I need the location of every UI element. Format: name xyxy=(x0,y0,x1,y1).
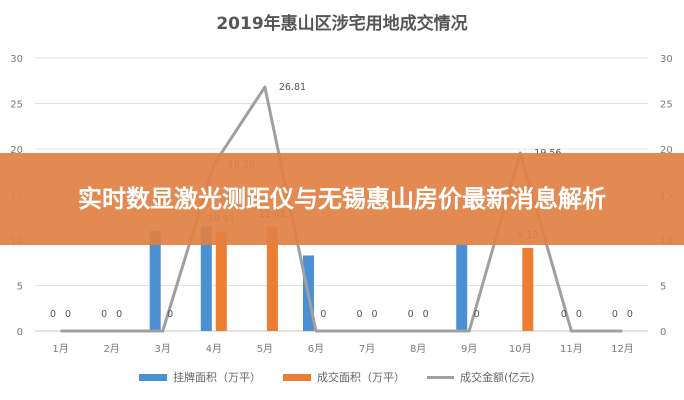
x-tick-label: 2月 xyxy=(103,343,119,355)
y-tick-label-left: 20 xyxy=(10,145,23,156)
data-label-listed: 0 xyxy=(561,309,567,320)
headline-banner: 实时数显激光测距仪与无锡惠山房价最新消息解析 xyxy=(0,153,684,245)
data-label-sold: 0 xyxy=(627,309,633,320)
bar-listed xyxy=(200,226,212,331)
chart-title: 2019年惠山区涉宅用地成交情况 xyxy=(216,13,467,34)
legend-label-amount: 成交金额(亿元) xyxy=(460,370,535,384)
data-label-sold: 0 xyxy=(576,309,582,320)
data-label-amount: 26.81 xyxy=(279,82,306,93)
y-tick-label-right: 20 xyxy=(660,145,673,156)
data-label-sold: 0 xyxy=(372,309,378,320)
y-tick-label-left: 30 xyxy=(10,54,23,65)
legend-label-sold: 成交面积（万平） xyxy=(317,370,405,384)
bar-sold xyxy=(266,227,278,331)
y-tick-label-left: 25 xyxy=(10,100,23,111)
y-tick-label-right: 25 xyxy=(660,100,673,111)
data-label-listed: 0 xyxy=(408,309,414,320)
legend-swatch-sold xyxy=(283,374,311,381)
data-label-listed: 0 xyxy=(50,309,56,320)
bar-listed xyxy=(149,230,161,331)
data-label-sold: 0 xyxy=(423,309,429,320)
y-tick-label-right: 5 xyxy=(660,282,666,293)
y-tick-label-right: 30 xyxy=(660,54,673,65)
legend-swatch-listed xyxy=(139,374,167,381)
x-tick-label: 3月 xyxy=(155,343,171,355)
x-tick-label: 8月 xyxy=(410,343,426,355)
bar-listed xyxy=(456,244,468,331)
y-tick-label-left: 0 xyxy=(17,327,23,338)
data-label-listed: 0 xyxy=(101,309,107,320)
headline-text: 实时数显激光测距仪与无锡惠山房价最新消息解析 xyxy=(78,185,606,213)
y-tick-label-left: 5 xyxy=(17,282,23,293)
data-label-sold: 0 xyxy=(320,309,326,320)
x-tick-label: 10月 xyxy=(509,343,532,355)
x-tick-label: 5月 xyxy=(257,343,273,355)
data-label-sold: 0 xyxy=(167,309,173,320)
x-tick-label: 11月 xyxy=(560,343,583,355)
data-label-listed: 0 xyxy=(612,309,618,320)
y-tick-label-right: 0 xyxy=(660,327,666,338)
x-tick-label: 4月 xyxy=(206,343,222,355)
legend: 挂牌面积（万平） 成交面积（万平） 成交金额(亿元) xyxy=(139,370,535,384)
x-tick-label: 6月 xyxy=(308,343,324,355)
data-label-sold: 0 xyxy=(474,309,480,320)
x-tick-label: 12月 xyxy=(611,343,634,355)
x-axis: 1月 2月 3月 4月 5月 6月 7月 8月 9月 10月 11月 12月 xyxy=(52,343,633,355)
legend-label-listed: 挂牌面积（万平） xyxy=(173,370,261,384)
x-tick-label: 1月 xyxy=(52,343,68,355)
x-tick-label: 7月 xyxy=(359,343,375,355)
x-tick-label: 9月 xyxy=(461,343,477,355)
bar-sold xyxy=(215,231,227,331)
data-label-sold: 0 xyxy=(116,309,122,320)
data-label-sold: 0 xyxy=(65,309,71,320)
bar-sold xyxy=(522,247,534,331)
data-label-listed: 0 xyxy=(357,309,363,320)
